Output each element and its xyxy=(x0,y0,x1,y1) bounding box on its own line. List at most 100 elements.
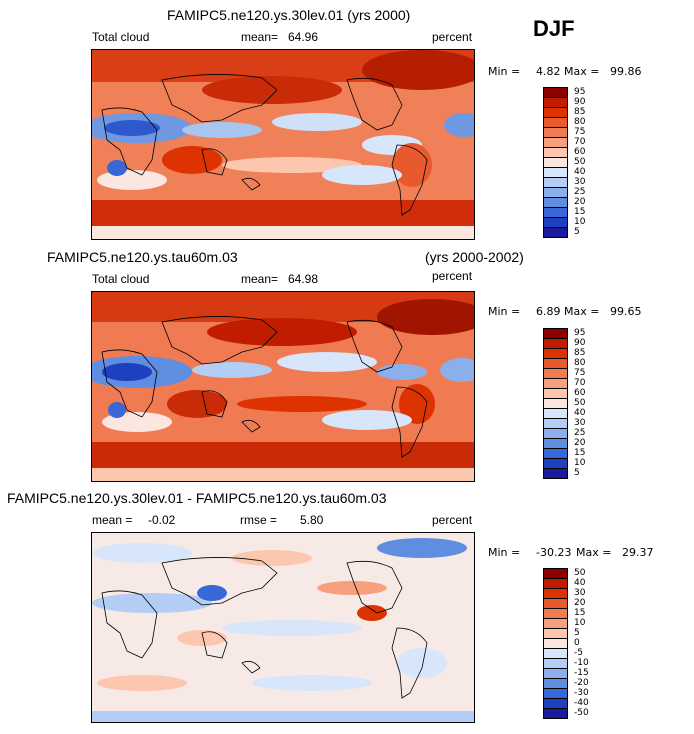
panel3-title: FAMIPC5.ne120.ys.30lev.01 - FAMIPC5.ne12… xyxy=(7,490,387,506)
panel1-units: percent xyxy=(432,30,473,44)
panel2-se-pacific-clear xyxy=(322,410,412,430)
panel3-rmse-value: 5.80 xyxy=(300,513,324,527)
panel3-colorbar-label: 10 xyxy=(574,618,586,628)
panel3-diff-asia-blue xyxy=(197,585,227,601)
panel3-max-value: 29.37 xyxy=(622,546,654,559)
panel1-min-value: 4.82 xyxy=(536,65,561,78)
panel2-mexico-clear xyxy=(377,364,427,380)
panel2-mean-value: 64.98 xyxy=(288,272,319,286)
panel2-map-svg xyxy=(92,292,474,481)
panel2-colorbar-label: 40 xyxy=(574,408,586,418)
panel3-min-label: Min = xyxy=(488,546,521,559)
panel2-pacific-clear xyxy=(277,352,377,372)
panel1-colorbar-label: 10 xyxy=(574,217,586,227)
panel3-diff-sahara xyxy=(92,593,212,613)
panel3-mean-value: -0.02 xyxy=(148,513,176,527)
panel3-diff-pacific-red xyxy=(317,581,387,595)
panel1-colorbar-label: 40 xyxy=(574,167,586,177)
panel1-colorbar-label: 60 xyxy=(574,147,586,157)
panel1-colorbar-label: 15 xyxy=(574,207,586,217)
panel2-colorbar-label: 95 xyxy=(574,328,586,338)
panel3-units: percent xyxy=(432,513,473,527)
panel2-colorbar-label: 20 xyxy=(574,438,586,448)
panel1-maritime-cont xyxy=(162,146,222,174)
panel1-atlantic-storm xyxy=(362,50,474,90)
panel3-max-label: Max = xyxy=(576,546,612,559)
panel1-map xyxy=(91,49,475,240)
panel3-colorbar-label: 40 xyxy=(574,578,586,588)
panel3-diff-north-west xyxy=(92,543,192,563)
panel1-colorbar-label: 50 xyxy=(574,157,586,167)
panel3-diff-maritime xyxy=(177,630,227,646)
panel2-colorbar: 95 90 85 80 75 70 60 50 40 30 25 20 15 10 5 xyxy=(543,328,603,479)
panel1-colorbar-label: 95 xyxy=(574,87,586,97)
panel3-diff-amazon xyxy=(397,648,447,678)
season-label: DJF xyxy=(533,16,575,41)
panel1-colorbar-label: 30 xyxy=(574,177,586,187)
panel2-africa-south-clear xyxy=(108,402,126,418)
panel1-se-pacific-clear xyxy=(322,165,402,185)
panel1-colorbar-label: 80 xyxy=(574,117,586,127)
panel3-colorbar-label: 50 xyxy=(574,568,586,578)
panel1-pacific-clear xyxy=(272,113,362,131)
panel3-colorbar-label: -50 xyxy=(574,708,589,718)
panel3-colorbar-label: -10 xyxy=(574,658,589,668)
panel2-colorbar-label: 5 xyxy=(574,468,580,478)
panel2-east-atlantic-clear xyxy=(440,358,474,382)
panel3-map xyxy=(91,532,475,723)
panel3-colorbar-label: 30 xyxy=(574,588,586,598)
panel1-map-svg xyxy=(92,50,474,239)
panel2-title-years: (yrs 2000-2002) xyxy=(425,249,524,265)
panel1-field-label: Total cloud xyxy=(92,30,150,44)
panel2-colorbar-label: 70 xyxy=(574,378,586,388)
panel1-colorbar-label: 20 xyxy=(574,197,586,207)
panel1-pacific-storm xyxy=(202,76,342,104)
panel3-colorbar-label: 15 xyxy=(574,608,586,618)
panel1-colorbar-swatch xyxy=(543,227,568,238)
panel3-diff-south-west xyxy=(97,675,187,691)
panel2-map xyxy=(91,291,475,482)
panel1-mean-label: mean= xyxy=(241,30,279,44)
panel2-sahara-core xyxy=(102,363,152,381)
panel3-rmse-label: rmse = xyxy=(240,513,278,527)
panel1-colorbar-label: 90 xyxy=(574,97,586,107)
panel1-east-atlantic-clear xyxy=(444,113,474,137)
panel1-max-value: 99.86 xyxy=(610,65,642,78)
panel1-min-label: Min = xyxy=(488,65,521,78)
panel3-colorbar-swatch xyxy=(543,708,568,719)
panel1-asia-clear xyxy=(182,122,262,138)
panel3-colorbar-label: -30 xyxy=(574,688,589,698)
panel3-diff-pacific-north xyxy=(232,550,312,566)
panel3-colorbar-label: -5 xyxy=(574,648,583,658)
panel2-max-value: 99.65 xyxy=(610,305,642,318)
panel2-colorbar-label: 15 xyxy=(574,448,586,458)
panel2-min-value: 6.89 xyxy=(536,305,561,318)
panel1-indian-clear xyxy=(97,170,167,190)
panel3-colorbar-label: -40 xyxy=(574,698,589,708)
panel1-coastlines xyxy=(101,74,428,216)
panel2-coastlines xyxy=(101,316,428,458)
panel3-colorbar-label: -15 xyxy=(574,668,589,678)
panel3-min-value: -30.23 xyxy=(536,546,572,559)
panel2-asia-clear xyxy=(192,362,272,378)
panel3-colorbar-label: 20 xyxy=(574,598,586,608)
panel3-diff-tropics xyxy=(222,620,362,636)
panel1-antarctica xyxy=(92,226,474,239)
panel2-colorbar-label: 50 xyxy=(574,398,586,408)
panel1-colorbar: 95 90 85 80 75 70 60 50 40 30 25 20 15 10 5 xyxy=(543,87,603,238)
panel3-coastlines xyxy=(101,557,428,699)
panel3-colorbar-label: 5 xyxy=(574,628,580,638)
panel1-spcz xyxy=(222,157,362,173)
panel2-colorbar-label: 90 xyxy=(574,338,586,348)
panel2-maritime-cont xyxy=(167,390,227,418)
panel2-colorbar-swatch xyxy=(543,468,568,479)
panel2-colorbar-label: 60 xyxy=(574,388,586,398)
panel2-amazon xyxy=(399,384,435,424)
panel3-diff-north-east xyxy=(377,538,467,558)
panel3-mean-label: mean = xyxy=(92,513,133,527)
panel3-map-svg xyxy=(92,533,474,722)
panel2-min-label: Min = xyxy=(488,305,521,318)
panel1-colorbar-label: 5 xyxy=(574,227,580,237)
panel1-colorbar-label: 85 xyxy=(574,107,586,117)
panel2-mean-label: mean= xyxy=(241,272,279,286)
